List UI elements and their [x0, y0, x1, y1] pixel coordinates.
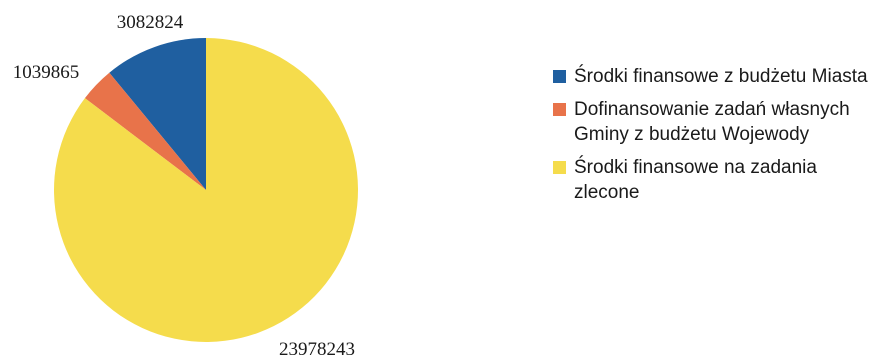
legend-label-zlecone: Środki finansowe na zadania zlecone	[574, 157, 817, 203]
legend-swatch-miasta	[553, 70, 566, 83]
legend-swatch-wojewoda	[553, 103, 566, 116]
legend-item-wojewoda: Dofinansowanie zadań własnych Gminy z bu…	[553, 97, 873, 147]
data-label-zlecone: 23978243	[279, 339, 355, 359]
legend: Środki finansowe z budżetu Miasta Dofina…	[553, 64, 873, 213]
pie-slice-zlecone	[53, 38, 358, 342]
pie-slice-wojewoda	[84, 72, 206, 190]
legend-label-miasta: Środki finansowe z budżetu Miasta	[574, 66, 868, 87]
legend-item-zlecone: Środki finansowe na zadania zlecone	[553, 155, 873, 205]
data-label-miasta: 3082824	[117, 12, 184, 33]
pie-data-labels: 3082824 1039865 23978243	[13, 12, 355, 359]
data-label-wojewoda: 1039865	[13, 62, 80, 83]
legend-label-wojewoda: Dofinansowanie zadań własnych Gminy z bu…	[574, 99, 850, 145]
pie-slice-miasta	[109, 38, 206, 190]
pie-slices	[53, 38, 358, 342]
legend-item-miasta: Środki finansowe z budżetu Miasta	[553, 64, 873, 89]
legend-swatch-zlecone	[553, 161, 566, 174]
